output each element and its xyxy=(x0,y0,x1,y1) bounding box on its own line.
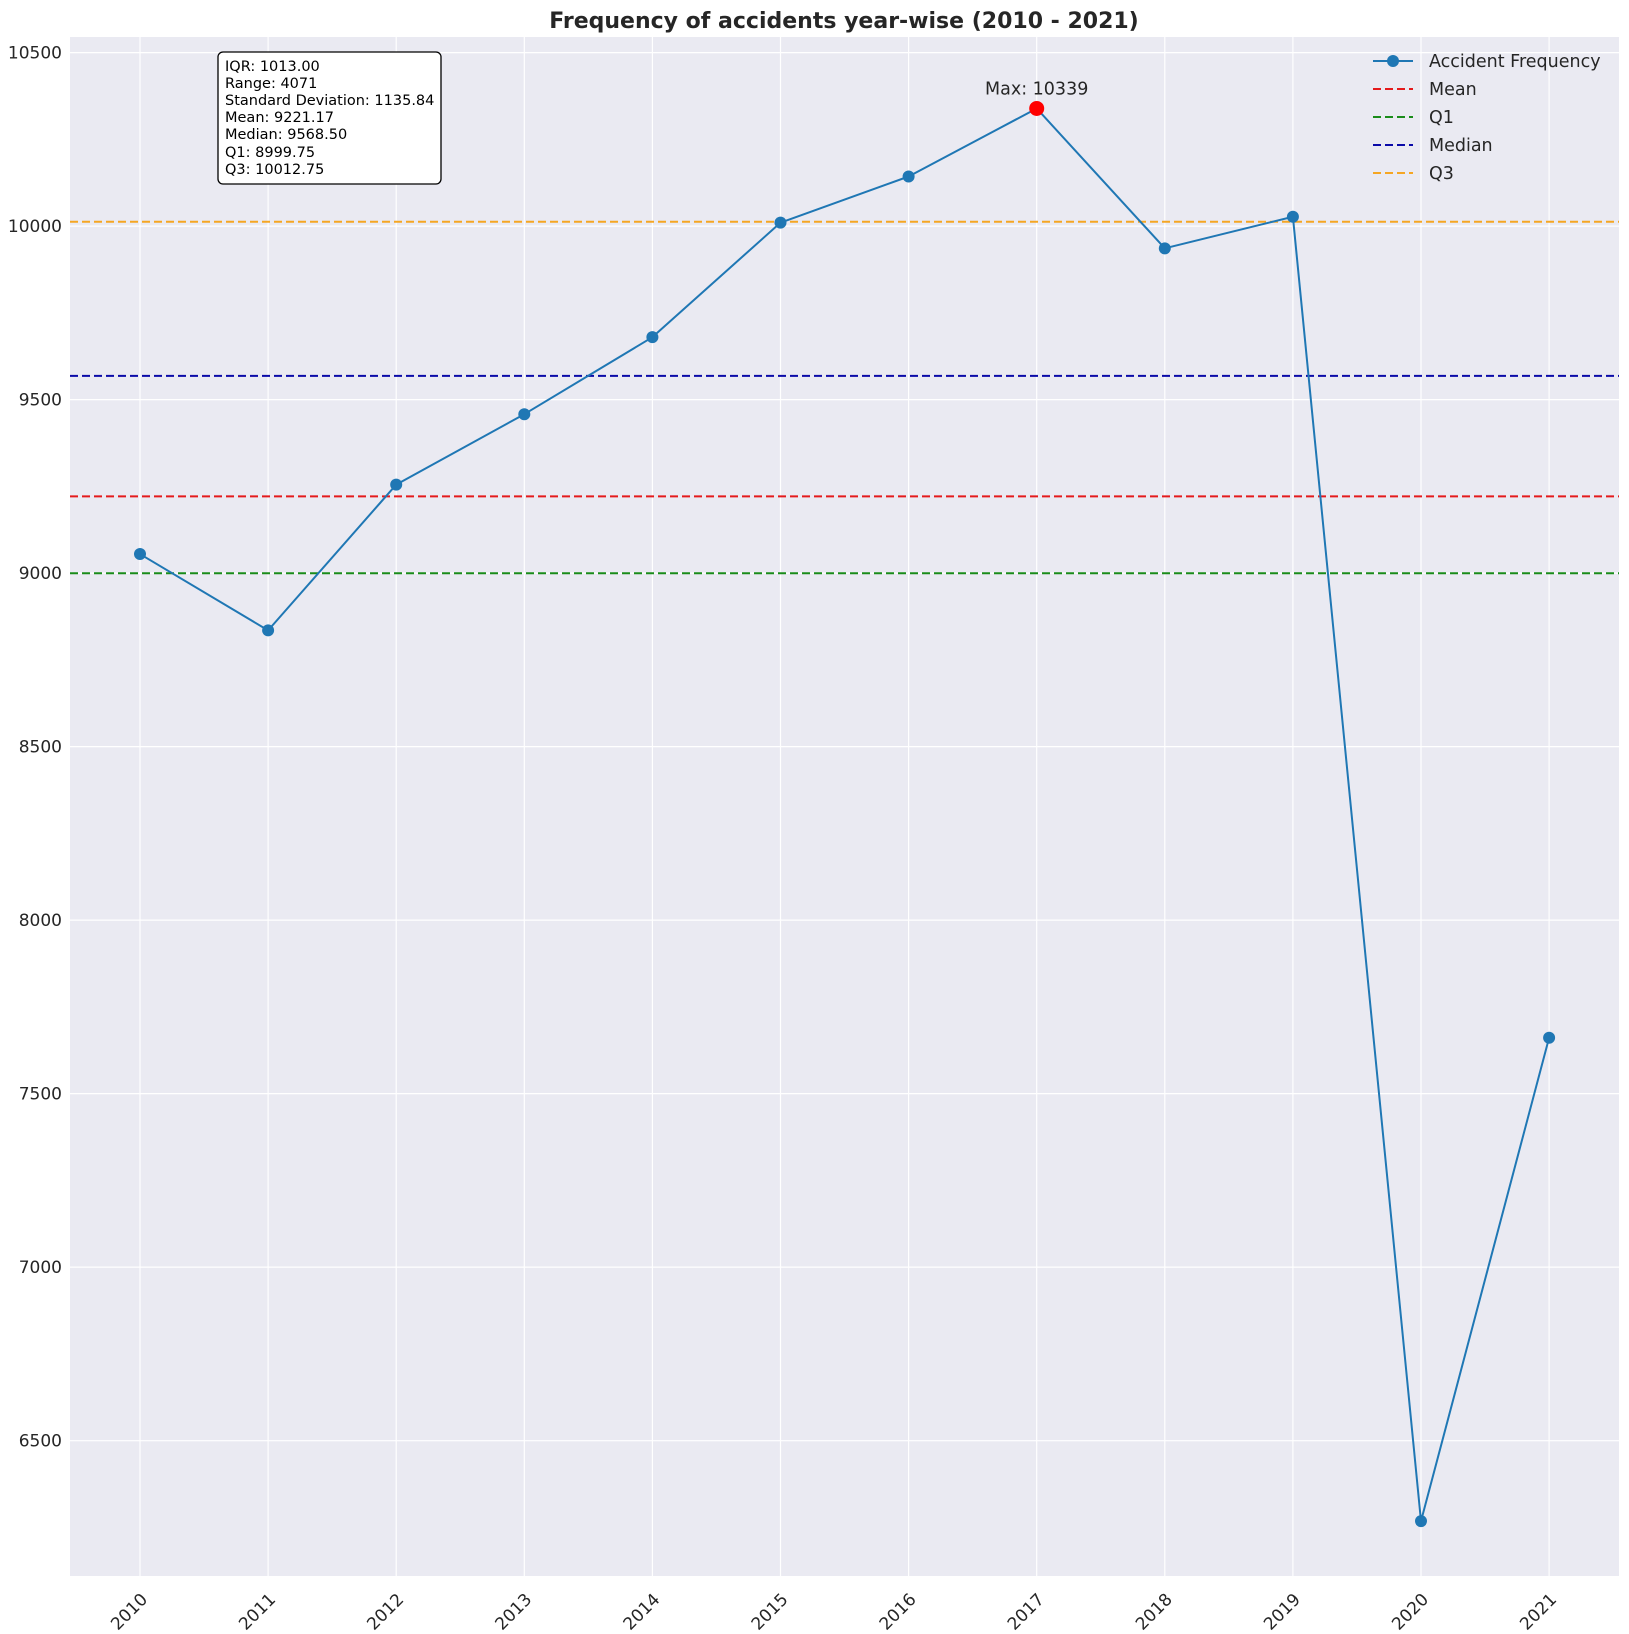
data-point xyxy=(902,170,915,183)
data-point xyxy=(1543,1031,1556,1044)
x-axis-tick-labels: 2010 2011 2012 2013 2014 2015 2016 2017 2018 2019… xyxy=(107,1590,1561,1634)
stats-box-frame xyxy=(217,51,442,185)
x-tick-label: 2019 xyxy=(1260,1590,1305,1634)
x-tick-label: 2020 xyxy=(1388,1590,1433,1634)
max-point-marker xyxy=(1029,100,1045,116)
data-point xyxy=(1415,1515,1427,1528)
stats-range: Range: 4071 xyxy=(225,76,317,92)
series-line xyxy=(139,107,1551,1523)
stats-mean: Mean: 9221.17 xyxy=(225,110,334,126)
x-tick-label: 2013 xyxy=(492,1590,537,1634)
y-tick-label: 10000 xyxy=(8,217,62,237)
x-tick-label: 2014 xyxy=(620,1590,665,1634)
data-point xyxy=(774,216,787,229)
legend-marker-accident-frequency xyxy=(1387,55,1399,67)
stats-iqr: IQR: 1013.00 xyxy=(225,59,320,75)
data-point xyxy=(518,408,531,421)
y-tick-label: 8500 xyxy=(19,738,62,758)
y-tick-label: 6500 xyxy=(19,1432,62,1452)
max-annotation: Max: 10339 xyxy=(985,79,1088,116)
x-tick-label: 2012 xyxy=(363,1590,408,1634)
chart-title: Frequency of accidents year-wise (2010 -… xyxy=(549,9,1139,34)
max-point-label: Max: 10339 xyxy=(985,79,1088,99)
plot-background xyxy=(70,37,1619,1576)
x-tick-label: 2018 xyxy=(1132,1590,1177,1634)
stats-std-dev: Standard Deviation: 1135.84 xyxy=(225,93,434,109)
legend: Accident Frequency Mean Q1 Median Q3 xyxy=(1373,52,1601,184)
legend-label-mean: Mean xyxy=(1429,80,1477,100)
data-point xyxy=(134,548,146,561)
x-tick-label: 2015 xyxy=(748,1590,793,1634)
data-point xyxy=(1286,210,1299,223)
stats-median: Median: 9568.50 xyxy=(225,127,347,143)
y-tick-label: 9000 xyxy=(19,564,62,584)
y-tick-label: 7500 xyxy=(19,1085,62,1105)
x-tick-label: 2010 xyxy=(107,1590,152,1634)
y-tick-label: 8000 xyxy=(19,911,62,931)
stats-q1: Q1: 8999.75 xyxy=(225,145,315,161)
legend-label-accident-frequency: Accident Frequency xyxy=(1429,52,1601,72)
legend-label-median: Median xyxy=(1429,136,1493,156)
stats-box: IQR: 1013.00 Range: 4071 Standard Deviat… xyxy=(217,51,442,185)
stats-q3: Q3: 10012.75 xyxy=(225,162,324,178)
y-tick-label: 9500 xyxy=(19,391,62,411)
legend-label-q1: Q1 xyxy=(1429,108,1454,128)
x-tick-label: 2021 xyxy=(1516,1590,1561,1634)
x-tick-label: 2016 xyxy=(876,1590,921,1634)
y-tick-label: 7000 xyxy=(19,1258,62,1278)
data-point xyxy=(1158,242,1171,255)
y-axis-tick-labels: 6500 7000 7500 8000 8500 9000 9500 10000 10500 xyxy=(8,44,62,1452)
data-point xyxy=(646,331,659,344)
reference-lines xyxy=(70,220,1619,575)
data-point xyxy=(390,478,403,491)
y-tick-label: 10500 xyxy=(8,44,62,64)
legend-label-q3: Q3 xyxy=(1429,164,1454,184)
x-tick-label: 2017 xyxy=(1004,1590,1049,1634)
x-tick-label: 2011 xyxy=(235,1590,280,1634)
data-point xyxy=(262,624,275,637)
